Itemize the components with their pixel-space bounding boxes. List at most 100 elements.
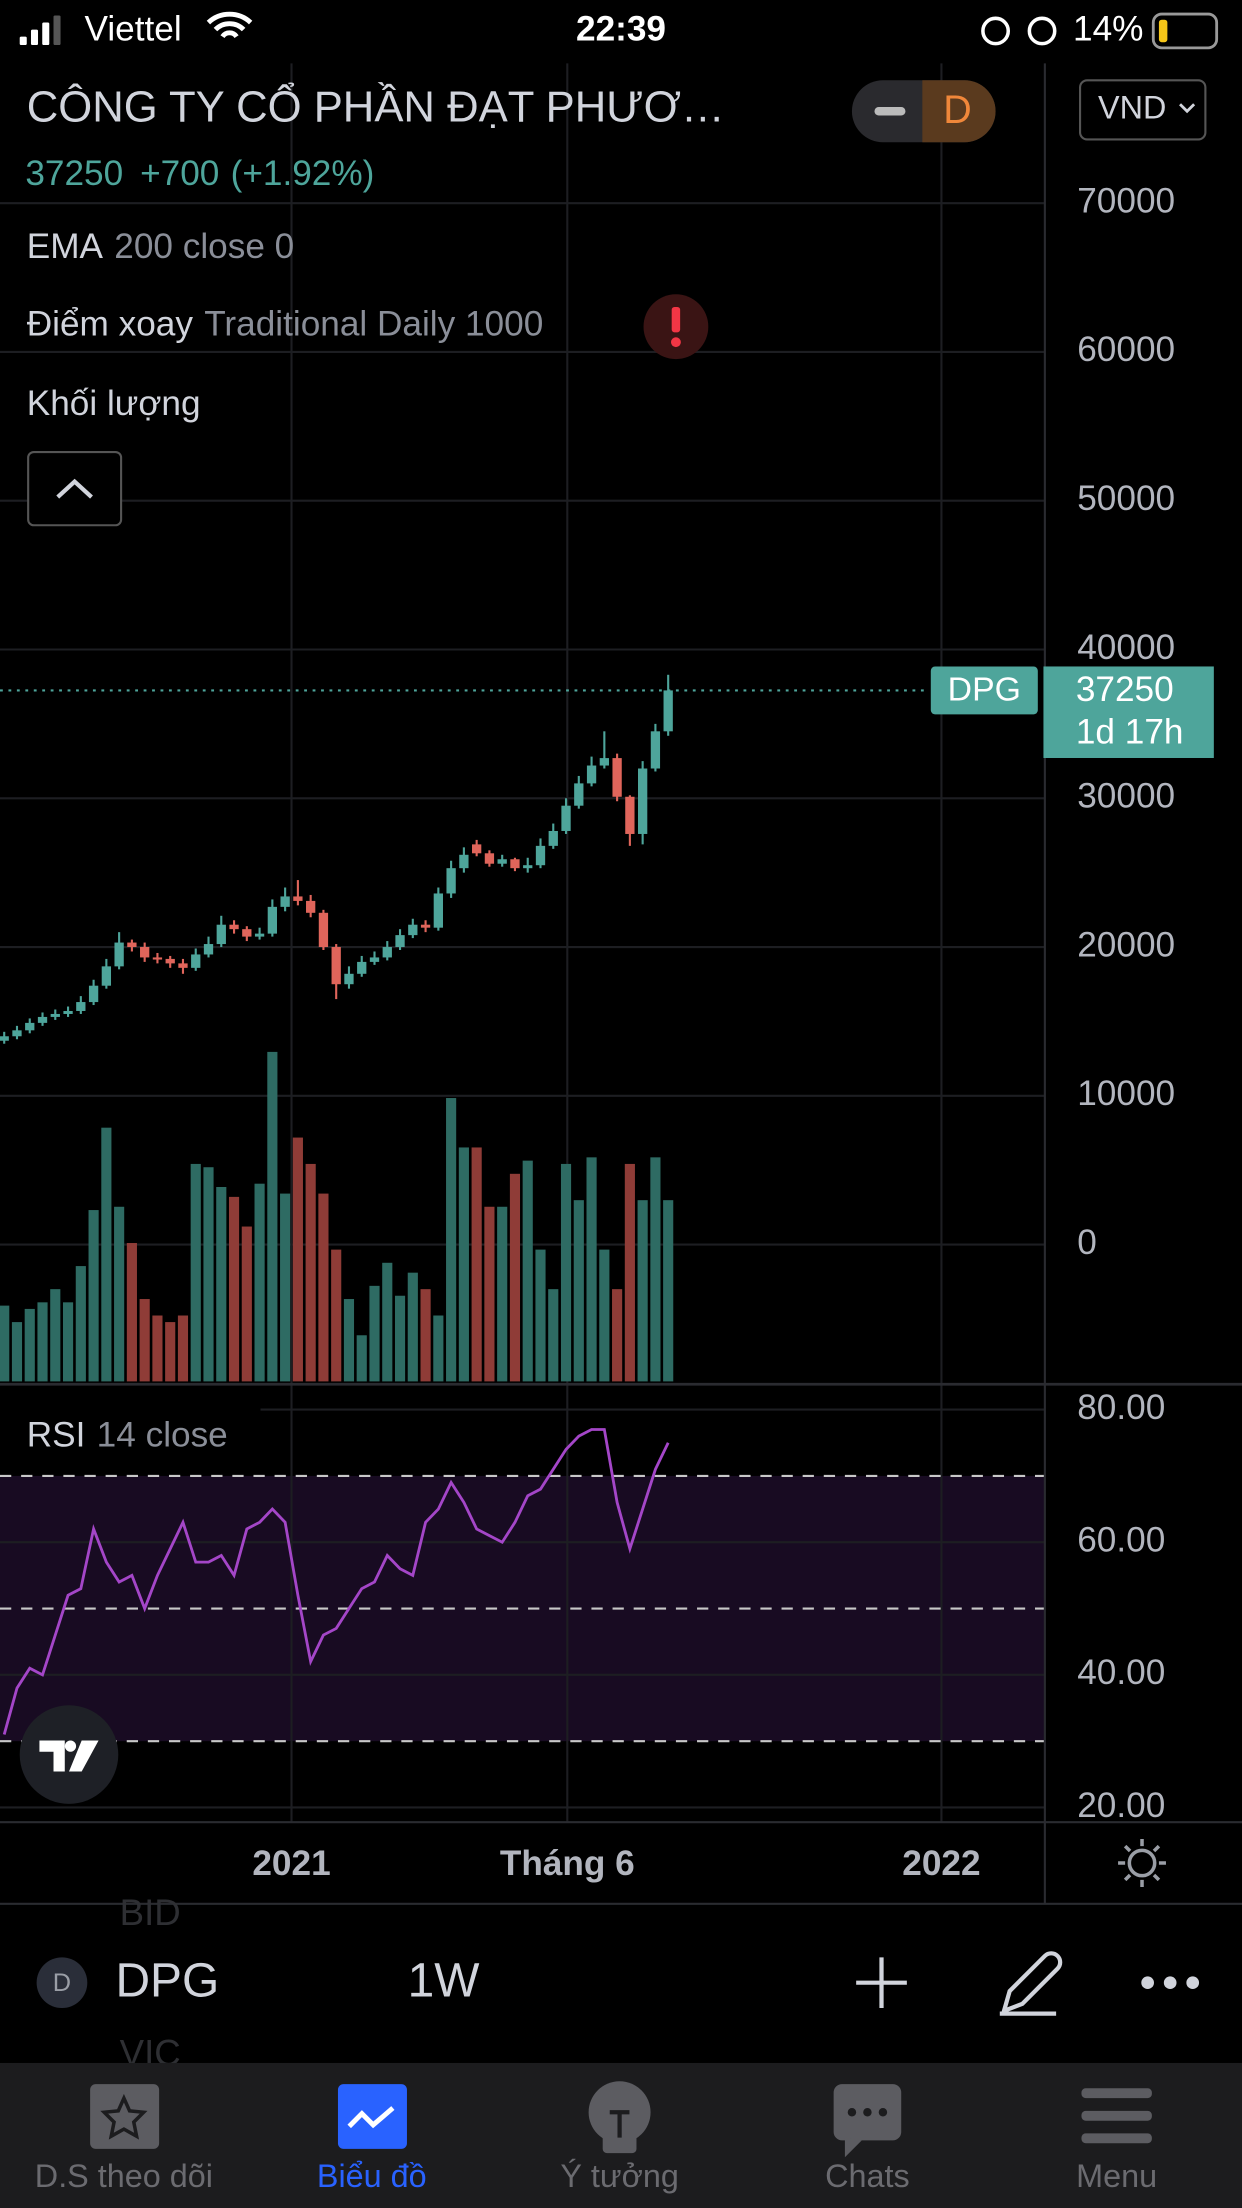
volume-bar bbox=[292, 1137, 303, 1382]
tab-label[interactable]: Ý tưởng bbox=[560, 2158, 679, 2194]
candle-body bbox=[254, 933, 265, 937]
candle-body bbox=[25, 1022, 35, 1031]
volume-bar bbox=[190, 1163, 201, 1382]
candle-body bbox=[306, 900, 316, 913]
volume-bar bbox=[318, 1193, 329, 1382]
candle-body bbox=[63, 1010, 73, 1014]
battery-icon bbox=[1151, 12, 1219, 50]
volume-bar bbox=[50, 1289, 61, 1382]
indicator-name[interactable]: Khối lượng bbox=[27, 384, 201, 423]
candle-body bbox=[37, 1016, 48, 1023]
volume-bar bbox=[254, 1183, 265, 1382]
tab-label[interactable]: Biểu đồ bbox=[317, 2158, 427, 2194]
clock: 22:39 bbox=[576, 9, 666, 48]
more-button[interactable] bbox=[1141, 1976, 1200, 1990]
volume-layer bbox=[0, 1051, 674, 1382]
tabs: D.S theo dõi Biểu đồ Ý tưởng Chats Menu bbox=[35, 2081, 1157, 2194]
dot bbox=[1186, 1976, 1200, 1990]
volume-bar bbox=[101, 1127, 112, 1382]
tab-label[interactable]: Chats bbox=[825, 2158, 910, 2194]
y-tick-label: 80.00 bbox=[1077, 1388, 1165, 1427]
tv-logo[interactable] bbox=[19, 1705, 119, 1804]
grid-layer bbox=[0, 63, 1045, 1823]
volume-bar bbox=[663, 1200, 674, 1382]
currency-selector[interactable] bbox=[1079, 79, 1207, 141]
candle-body bbox=[140, 947, 150, 958]
volume-bar bbox=[522, 1160, 533, 1382]
collapse-legend-button[interactable] bbox=[27, 450, 123, 527]
y-tick-label: 0 bbox=[1077, 1223, 1097, 1262]
volume-bar bbox=[165, 1322, 176, 1382]
volume-bar bbox=[305, 1163, 316, 1382]
rotation-lock-icon bbox=[981, 16, 1011, 46]
interval-toggle-active bbox=[922, 80, 996, 143]
dot bbox=[863, 2108, 872, 2117]
error-icon bbox=[670, 337, 681, 348]
candle-body bbox=[331, 947, 341, 985]
symbol-title[interactable]: CÔNG TY CỔ PHẦN ĐẠT PHƯƠ… bbox=[27, 80, 725, 131]
volume-bar bbox=[420, 1289, 431, 1382]
tab-icon bbox=[90, 2084, 160, 2149]
candle-body bbox=[446, 868, 456, 894]
volume-bar bbox=[471, 1147, 482, 1382]
y-tick-label: 60.00 bbox=[1077, 1521, 1165, 1560]
volume-bar bbox=[267, 1051, 278, 1382]
candle-body bbox=[216, 924, 226, 945]
minus-icon bbox=[874, 107, 906, 116]
toolbar-symbol[interactable]: DPG bbox=[115, 1955, 219, 2008]
battery-level bbox=[1158, 19, 1168, 43]
indicator-legend[interactable]: EMA 200 close 0 bbox=[27, 228, 295, 267]
volume-bar bbox=[24, 1308, 35, 1382]
indicator-legend[interactable]: RSI 14 close bbox=[27, 1416, 228, 1455]
x-tick-label: 2022 bbox=[902, 1844, 980, 1883]
candle-body bbox=[0, 1036, 9, 1041]
candle-body bbox=[203, 944, 214, 955]
currency: VND bbox=[1098, 89, 1166, 125]
volume-bar bbox=[126, 1243, 137, 1382]
y-tick-label: 30000 bbox=[1077, 777, 1175, 816]
y-tick-label: 10000 bbox=[1077, 1074, 1175, 1113]
candle-body bbox=[523, 865, 533, 869]
candle-body bbox=[357, 961, 367, 974]
candle-body bbox=[242, 929, 252, 937]
rsi-legend-bg bbox=[0, 1405, 261, 1471]
candle-body bbox=[625, 796, 635, 834]
volume-bar bbox=[612, 1289, 623, 1382]
rsi-layer bbox=[0, 1428, 1045, 1743]
candle-body bbox=[127, 942, 137, 948]
candle-body bbox=[586, 765, 597, 784]
volume-bar bbox=[203, 1167, 214, 1382]
symbol-tag bbox=[930, 666, 1038, 715]
candle-body bbox=[382, 947, 392, 958]
candle-body bbox=[50, 1013, 60, 1017]
dot bbox=[878, 2108, 888, 2117]
drawing-button[interactable] bbox=[999, 1951, 1063, 2016]
chevron-down bbox=[1179, 103, 1196, 114]
battery-percent: 14% bbox=[1073, 9, 1143, 48]
alarm-icon bbox=[1027, 16, 1057, 46]
volume-bar bbox=[446, 1098, 457, 1382]
tab-label[interactable]: Menu bbox=[1076, 2158, 1157, 2194]
volume-bar bbox=[484, 1206, 495, 1382]
volume-bar bbox=[62, 1302, 74, 1382]
toolbar-interval[interactable]: 1W bbox=[408, 1955, 481, 2008]
star-icon bbox=[100, 2093, 148, 2140]
countdown-label: 1d 17h bbox=[1076, 712, 1184, 751]
volume-bar bbox=[356, 1335, 367, 1382]
y-tick-label: 40.00 bbox=[1077, 1653, 1165, 1692]
interval-badge: D bbox=[943, 88, 971, 132]
dot bbox=[847, 2108, 857, 2117]
x-tick-label: Tháng 6 bbox=[500, 1844, 635, 1883]
indicator-legend[interactable]: Điểm xoay Traditional Daily 1000 bbox=[27, 305, 544, 344]
add-button[interactable] bbox=[856, 1957, 907, 2009]
candle-body bbox=[599, 758, 609, 766]
carrier: Viettel bbox=[84, 9, 181, 48]
tab-label[interactable]: D.S theo dõi bbox=[35, 2158, 213, 2194]
volume-bar bbox=[458, 1147, 469, 1382]
volume-bar bbox=[637, 1200, 648, 1382]
volume-bar bbox=[114, 1206, 125, 1382]
candle-body bbox=[510, 859, 520, 869]
candle-body bbox=[344, 973, 354, 985]
